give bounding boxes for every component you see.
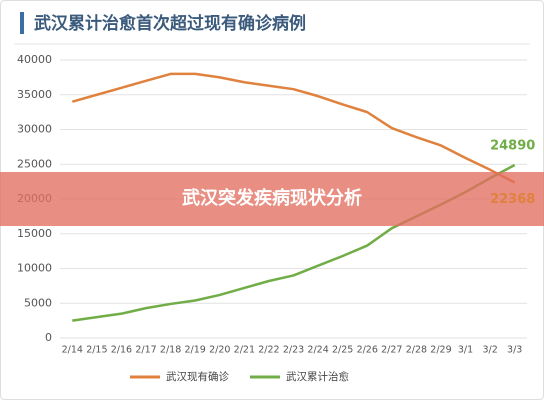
y-tick-label: 15000 <box>17 227 52 240</box>
x-tick-label: 2/21 <box>234 345 255 356</box>
x-tick-label: 2/22 <box>258 345 279 356</box>
x-tick-label: 3/1 <box>458 345 473 356</box>
legend-label: 武汉现有确诊 <box>166 370 229 383</box>
y-tick-label: 30000 <box>17 123 52 136</box>
x-tick-label: 3/2 <box>482 345 497 356</box>
x-tick-label: 3/3 <box>507 345 522 356</box>
x-tick-label: 2/27 <box>381 345 402 356</box>
y-tick-label: 35000 <box>17 88 52 101</box>
x-tick-label: 2/24 <box>307 345 328 356</box>
data-label: 22368 <box>490 192 535 207</box>
x-tick-label: 2/14 <box>62 345 83 356</box>
y-tick-label: 5000 <box>24 296 52 309</box>
series-line <box>71 72 516 184</box>
x-tick-label: 2/23 <box>283 345 304 356</box>
title-bar <box>20 12 24 34</box>
y-tick-label: 25000 <box>17 157 52 170</box>
y-tick-label: 40000 <box>17 53 52 66</box>
legend-label: 武汉累计治愈 <box>286 370 349 383</box>
y-tick-label: 0 <box>45 331 52 344</box>
x-tick-label: 2/26 <box>357 345 378 356</box>
x-tick-label: 2/16 <box>111 345 132 356</box>
chart-title: 武汉累计治愈首次超过现有确诊病例 <box>34 13 306 34</box>
x-tick-label: 2/15 <box>86 345 107 356</box>
x-tick-label: 2/17 <box>135 345 156 356</box>
x-tick-label: 2/25 <box>332 345 353 356</box>
banner <box>0 172 544 226</box>
banner-text: 武汉突发疾病现状分析 <box>182 187 362 209</box>
data-label: 24890 <box>490 139 535 154</box>
x-tick-label: 2/18 <box>160 345 181 356</box>
x-tick-label: 2/19 <box>185 345 206 356</box>
x-tick-label: 2/29 <box>430 345 451 356</box>
y-tick-label: 10000 <box>17 262 52 275</box>
x-tick-label: 2/20 <box>209 345 230 356</box>
x-tick-label: 2/28 <box>406 345 427 356</box>
